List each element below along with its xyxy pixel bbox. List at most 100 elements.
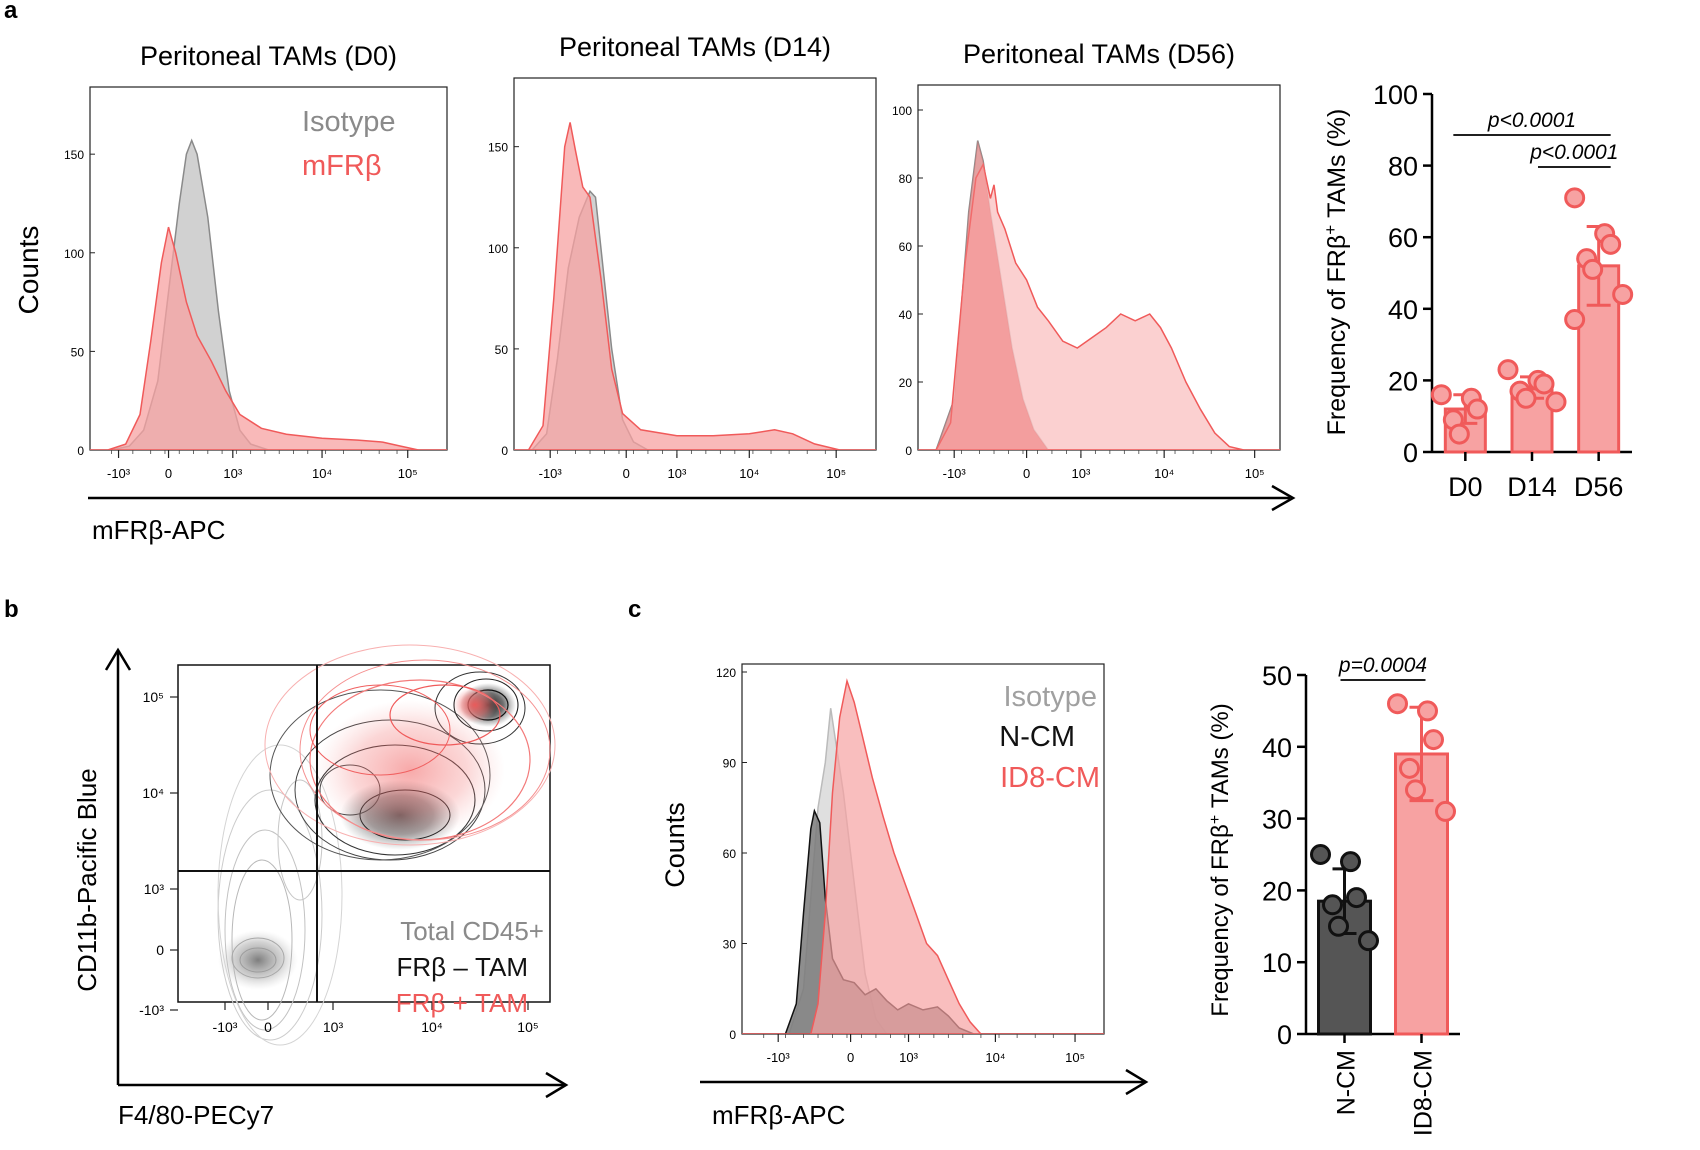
bar-a-data-point [1497, 359, 1519, 381]
hist-c-y-tick-label: 60 [723, 847, 737, 861]
bar-a-data-point [1533, 373, 1555, 395]
bar-c-category-label: ID8-CM [1410, 1050, 1438, 1136]
hist-c-x-tick-label: -10³ [767, 1050, 791, 1065]
overlap-histogram [918, 140, 1280, 450]
bar-c-data-point [1399, 757, 1420, 779]
bar-c-y-tick-label: 20 [1262, 876, 1292, 906]
hist-a1-x-tick-label: 10⁵ [826, 466, 846, 481]
bar-c-data-point [1322, 894, 1343, 916]
panel-a-y-axis-label: Counts [13, 226, 44, 315]
hist-a2-title: Peritoneal TAMs (D56) [963, 39, 1235, 69]
contour-frb-positive-tam [264, 644, 556, 846]
hist-a2-x-tick-label: 10⁵ [1245, 466, 1265, 481]
contour-x-tick-label: -10³ [213, 1019, 238, 1035]
hist-a1-title: Peritoneal TAMs (D14) [559, 32, 831, 62]
legend-c-ncm: N-CM [999, 721, 1075, 753]
hist-a2-y-tick-label: 60 [899, 240, 913, 254]
bar-a-data-point [1582, 258, 1604, 280]
bar-c-category-label: N-CM [1333, 1050, 1361, 1115]
bar-a-y-tick-label: 100 [1373, 80, 1418, 110]
bar-a-data-point [1448, 423, 1470, 445]
hist-a0-x-tick-label: -10³ [107, 466, 131, 481]
hist-a2-x-tick-label: 10³ [1072, 466, 1091, 481]
histogram-d0: Peritoneal TAMs (D0) 0 50 100 150 -10³ 0 10³ 10⁴… [64, 41, 448, 481]
bar-c-data-point [1417, 700, 1438, 722]
hist-a2-x-tick-label: 0 [1023, 466, 1030, 481]
panel-a-x-axis-arrowhead [1271, 484, 1296, 512]
hist-a0-y-tick-label: 0 [77, 444, 84, 458]
hist-c-y-tick-label: 0 [729, 1028, 736, 1042]
bar-c-data-point [1340, 851, 1361, 873]
hist-a0-x-tick-label: 10⁵ [398, 466, 418, 481]
bar-c-y-tick-label: 10 [1262, 948, 1292, 978]
contour-x-tick-label: 10³ [323, 1019, 344, 1035]
bar-c-data-point [1346, 887, 1367, 909]
contour-y-tick-label: 10⁴ [142, 785, 164, 801]
bar-c-data-point [1435, 800, 1456, 822]
panel-c-histogram: 0 30 60 90 120 -10³ 0 10³ 10⁴ 10⁵ mFRβ-APC Counts… [660, 663, 1149, 1130]
bar-a-y-tick-label: 20 [1388, 366, 1418, 396]
panel-c-y-axis-label: Counts [660, 802, 690, 888]
hist-a0-x-tick-label: 0 [165, 466, 172, 481]
hist-a2-y-tick-label: 20 [899, 376, 913, 390]
bar-c-y-tick-label: 50 [1262, 661, 1292, 691]
contour-x-tick-label: 10⁵ [517, 1019, 538, 1035]
bar-c-data-point [1387, 693, 1408, 715]
hist-c-x-tick-label: 0 [847, 1050, 854, 1065]
hist-a1-x-tick-label: 0 [623, 466, 630, 481]
panel-a-bar-chart: 0 20 40 60 80 100 D0 D14 D56 Frequency of FRβ+ TA… [1321, 80, 1634, 502]
bar-a-y-tick-label: 60 [1388, 223, 1418, 253]
legend-frb-negative-tam: FRβ – TAM [397, 952, 528, 982]
bar-a-data-point [1600, 233, 1622, 255]
hist-a2-y-tick-label: 80 [899, 172, 913, 186]
histogram-conditioned-media: 0 30 60 90 120 -10³ 0 10³ 10⁴ 10⁵ [716, 663, 1105, 1065]
bar-a-data-point [1515, 387, 1537, 409]
contour-y-tick-label: 10⁵ [143, 689, 164, 705]
histogram-d56: Peritoneal TAMs (D56) 0 20 40 60 80 100 -10³ 0 10… [892, 39, 1281, 481]
bar-a-y-tick-label: 0 [1403, 438, 1418, 468]
contour-axis-ticks: -10³ 0 10³ 10⁴ 10⁵ 10⁵ 10⁴ 10³ 0 -10³ [139, 689, 539, 1035]
bar-a-p-value: p<0.0001 [1529, 141, 1618, 164]
legend-frb-positive-tam: FRβ + TAM [396, 988, 528, 1018]
hist-a2-x-tick-label: -10³ [943, 466, 967, 481]
bar-a-p-value: p<0.0001 [1487, 109, 1576, 132]
panel-b-contour-plot: -10³ 0 10³ 10⁴ 10⁵ 10⁵ 10⁴ 10³ 0 -10³ CD11b-Pacif… [72, 644, 569, 1130]
bar-c-data-point [1310, 844, 1331, 865]
contour-y-tick-label: 0 [156, 942, 164, 958]
bar-a-data-point [1564, 187, 1586, 209]
bar-c-y-tick-label: 40 [1262, 733, 1292, 763]
hist-a1-y-tick-label: 50 [495, 343, 509, 357]
hist-a1-x-tick-label: -10³ [539, 466, 563, 481]
hist-c-x-tick-label: 10⁴ [985, 1050, 1005, 1065]
bar-a-data-point [1564, 309, 1586, 331]
id8cm-histogram [742, 678, 1104, 1034]
hist-c-y-tick-label: 30 [723, 938, 737, 952]
legend-c-id8cm: ID8-CM [1000, 762, 1100, 794]
bar-a-category-label: D56 [1574, 472, 1624, 502]
panel-b-y-axis-arrowhead [104, 647, 132, 671]
mfrb-histogram [514, 122, 876, 450]
hist-a1-x-tick-label: 10³ [668, 466, 687, 481]
bar-c-y-tick-label: 0 [1277, 1020, 1292, 1050]
contour-y-tick-label: -10³ [139, 1002, 164, 1018]
legend-mfrb-label: mFRβ [302, 150, 382, 182]
hist-a0-frame [89, 86, 448, 451]
contour-y-tick-label: 10³ [144, 881, 165, 897]
bar-a-category-label: D14 [1507, 472, 1557, 502]
bar-a-y-tick-label: 40 [1388, 295, 1418, 325]
mfrb-histogram [90, 226, 447, 450]
bar-c-data-point [1405, 779, 1426, 801]
panel-label-c: c [628, 596, 641, 623]
bar-c-y-axis-label: Frequency of FRβ+ TAMs (%) [1207, 703, 1235, 1016]
bar-a-data-point [1466, 398, 1488, 420]
hist-a0-y-tick-label: 50 [71, 345, 85, 359]
hist-a2-y-tick-label: 0 [905, 444, 912, 458]
hist-a0-x-tick-label: 10³ [223, 466, 242, 481]
panel-c-bar-chart: 0 10 20 30 40 50 N-CM ID8-CM Frequency of FRβ+ T… [1207, 654, 1460, 1136]
hist-c-y-tick-label: 120 [716, 666, 736, 680]
hist-c-x-tick-label: 10⁵ [1065, 1050, 1085, 1065]
panel-b-x-axis-arrowhead [545, 1071, 569, 1099]
legend-total-cd45: Total CD45+ [400, 916, 544, 946]
bar-a-y-axis-label: Frequency of FRβ+ TAMs (%) [1321, 109, 1352, 436]
contour-x-tick-label: 0 [264, 1019, 272, 1035]
